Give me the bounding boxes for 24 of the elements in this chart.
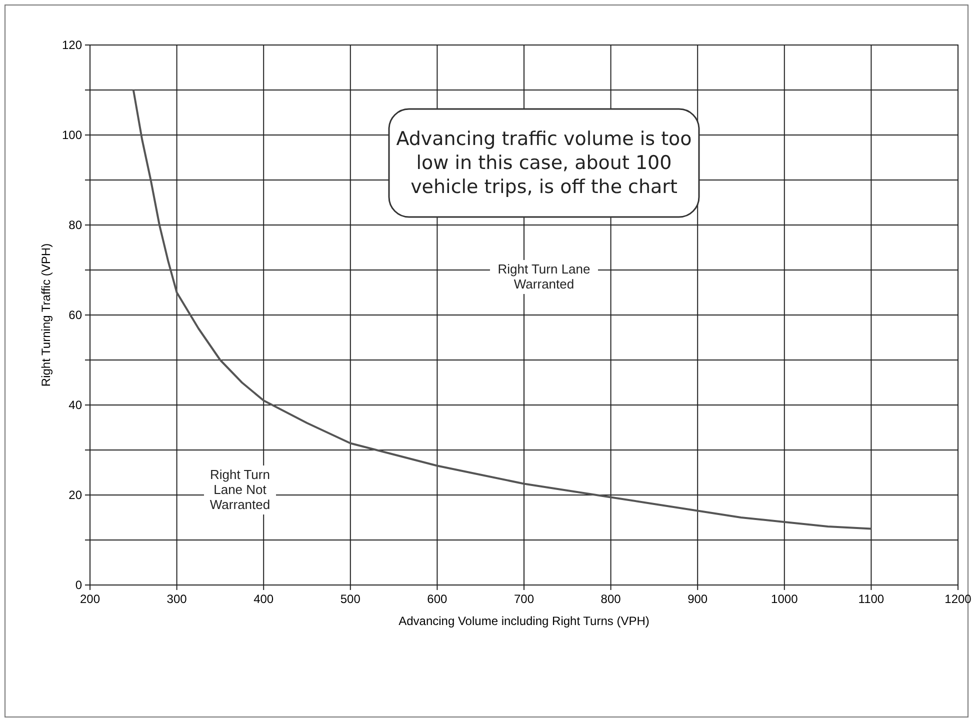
y-tick-label: 60: [68, 308, 82, 322]
x-axis-title: Advancing Volume including Right Turns (VPH): [398, 614, 650, 628]
x-tick-label: 1200: [944, 592, 972, 606]
x-tick-label: 300: [166, 592, 188, 606]
y-tick-label: 80: [68, 218, 82, 232]
y-tick-label: 20: [68, 488, 82, 502]
annotation: Right Turn Lane Not Warranted: [210, 466, 270, 512]
x-tick-label: 500: [340, 592, 361, 606]
y-axis-title: Right Turning Traffic (VPH): [39, 243, 53, 387]
x-tick-label: 400: [254, 592, 274, 606]
line-series: [132, 89, 872, 530]
annotation: Right Turn Lane Warranted: [498, 261, 590, 292]
x-tick-label: 200: [80, 592, 100, 606]
x-tick-label: 700: [514, 592, 534, 606]
x-tick-label: 900: [688, 592, 708, 606]
y-tick-label: 0: [75, 578, 82, 592]
y-tick-label: 40: [68, 398, 82, 412]
annotation: Advancing traffic volume is too low in this case, about 100 vehicle trips, is off the chart: [396, 128, 692, 198]
x-tick-label: 1100: [858, 592, 884, 606]
y-tick-label: 120: [62, 38, 82, 52]
x-tick-label: 800: [600, 592, 622, 606]
x-tick-label: 1000: [771, 592, 798, 606]
y-tick-label: 100: [62, 128, 82, 142]
x-tick-label: 600: [427, 592, 448, 606]
